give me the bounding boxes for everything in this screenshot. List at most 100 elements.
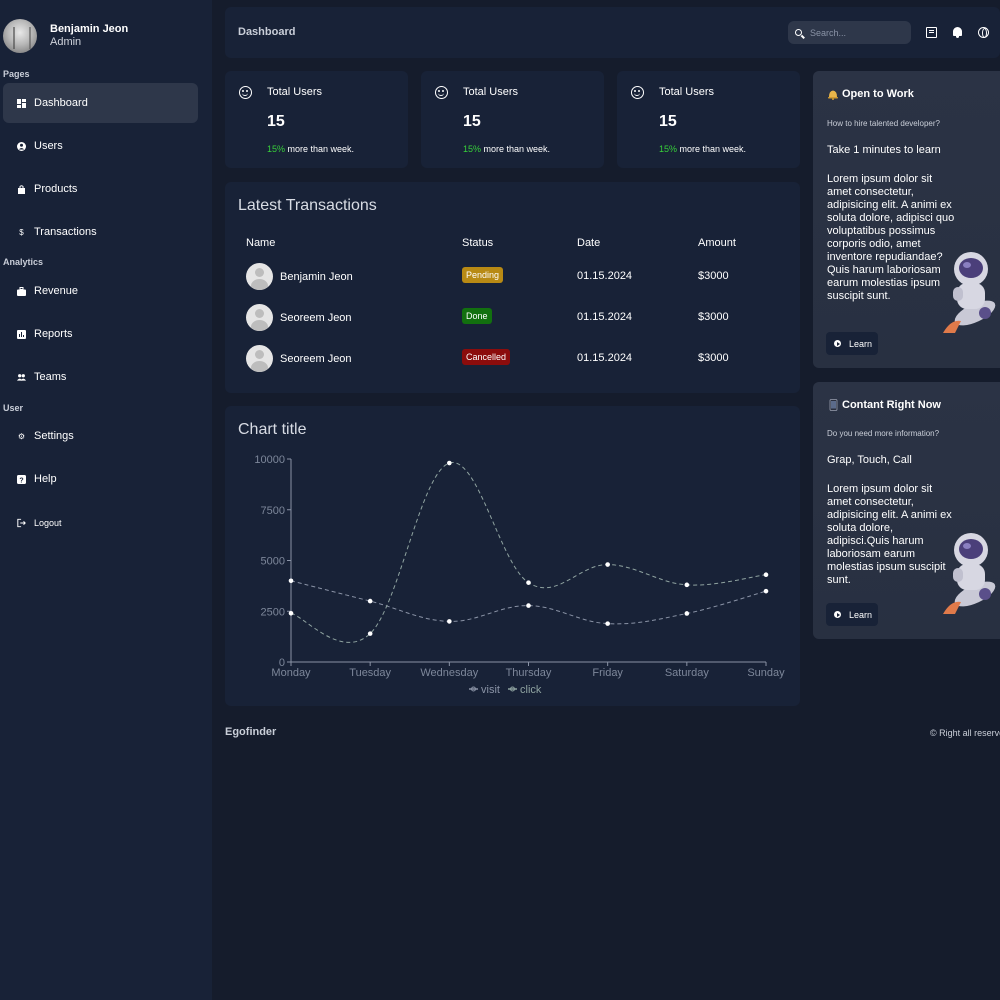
status-badge: Done [462,308,492,324]
briefcase-icon [17,286,26,296]
search-box[interactable] [788,21,911,44]
data-point [684,582,690,588]
sidebar-item-reports[interactable]: Reports [3,314,198,354]
astronaut-illustration [943,252,996,333]
stat-detail-text: more than week. [481,144,551,154]
y-tick-label: 7500 [261,505,285,517]
column-header-date: Date [577,237,601,249]
smiley-icon [239,86,252,99]
avatar [246,263,273,290]
smiley-icon [435,86,448,99]
logout-button[interactable]: Logout [3,503,198,543]
help-icon: ? [17,474,26,484]
gear-icon: ⚙ [17,431,26,441]
bell-icon[interactable] [952,27,963,38]
stat-card[interactable]: Total Users 15 15% more than week. [225,71,408,168]
sidebar-item-label: Settings [34,430,74,442]
series-line-click [290,462,767,643]
transaction-name: Benjamin Jeon [280,270,353,283]
stat-title: Total Users [267,86,323,98]
sidebar-item-settings[interactable]: ⚙ Settings [3,416,198,456]
search-input[interactable] [810,27,905,38]
data-point [288,610,294,616]
smiley-icon [631,86,644,99]
sidebar-item-label: Transactions [34,226,97,238]
sidebar-item-products[interactable]: Products [3,169,198,209]
data-point [605,562,610,567]
promo-description: Lorem ipsum dolor sit amet consectetur, … [827,483,952,586]
data-point [447,460,452,466]
sidebar-item-teams[interactable]: Teams [3,357,198,397]
page-title: Dashboard [238,26,296,38]
column-header-status: Status [462,237,494,249]
data-point [367,598,373,604]
data-point [367,631,373,636]
column-header-name: Name [246,237,276,249]
sidebar-item-label: Dashboard [34,97,88,109]
sidebar-item-label: Users [34,140,63,152]
stat-value: 15 [267,113,285,130]
sidebar-item-revenue[interactable]: Revenue [3,271,198,311]
status-badge: Cancelled [462,349,511,365]
transaction-amount: $3000 [698,270,729,282]
sidebar: Benjamin Jeon Admin Pages Dashboard User… [0,0,212,1000]
transactions-title: Latest Transactions [238,197,377,214]
stat-percent: 15% [267,144,286,154]
stat-value: 15 [659,113,677,130]
sidebar-item-help[interactable]: ? Help [3,459,198,499]
stat-title: Total Users [463,86,519,98]
data-point [526,580,531,585]
sidebar-item-users[interactable]: Users [3,126,198,166]
promo-description: Lorem ipsum dolor sit amet consectetur, … [827,173,955,302]
stat-card[interactable]: Total Users 15 15% more than week. [617,71,800,168]
series-line-visit [290,580,767,625]
sidebar-item-transactions[interactable]: $ Transactions [3,212,198,252]
transaction-name: Seoreem Jeon [280,311,352,324]
shopping-bag-icon [17,184,26,194]
legend-marker [471,686,476,692]
transaction-amount: $3000 [698,311,729,323]
learn-button-label: Learn [849,609,873,620]
stat-percent: 15% [659,144,678,154]
message-icon[interactable] [926,27,937,38]
stat-card[interactable]: Total Users 15 15% more than week. [421,71,604,168]
sidebar-item-dashboard[interactable]: Dashboard [3,83,198,123]
sidebar-item-label: Help [34,473,57,485]
x-tick-label: Saturday [665,667,710,679]
avatar [246,304,273,331]
stat-detail-text: more than week. [677,144,747,154]
stat-detail: 15% more than week. [463,144,550,154]
sidebar-item-label: Logout [34,518,62,528]
astronaut-illustration [943,533,996,614]
transaction-name: Seoreem Jeon [280,352,352,365]
x-tick-label: Sunday [747,667,785,679]
data-point [288,578,294,584]
data-point [526,603,531,608]
section-label-pages: Pages [3,69,30,79]
stat-detail-text: more than week. [285,144,355,154]
globe-icon[interactable] [978,27,989,38]
dashboard-icon [17,98,26,108]
promo-subtitle: Do you need more information? [827,429,940,438]
section-label-user: User [3,403,24,413]
profile-name: Benjamin Jeon [50,23,129,35]
y-tick-label: 5000 [261,556,285,568]
line-chart[interactable]: 0 2500 5000 7500 10000 Monday Tuesday Wednesday… [225,406,800,706]
bell-icon [827,88,839,101]
user-profile[interactable]: Benjamin Jeon Admin [3,19,128,53]
y-tick-label: 2500 [261,606,285,618]
learn-button[interactable]: Learn [826,603,878,626]
phone-icon [827,399,839,411]
transactions-card: Latest Transactions Name Status Date Amo… [225,182,800,393]
stat-title: Total Users [659,86,715,98]
x-tick-label: Thursday [506,667,552,679]
x-tick-label: Monday [271,667,311,679]
legend-label: visit [481,684,500,696]
learn-button-label: Learn [849,338,873,349]
chart-title: Chart title [238,421,307,438]
learn-button[interactable]: Learn [826,332,878,355]
transaction-date: 01.15.2024 [577,270,633,282]
promo-subtitle: How to hire talented developer? [827,119,940,128]
play-icon [834,611,841,618]
stat-detail: 15% more than week. [267,144,354,154]
